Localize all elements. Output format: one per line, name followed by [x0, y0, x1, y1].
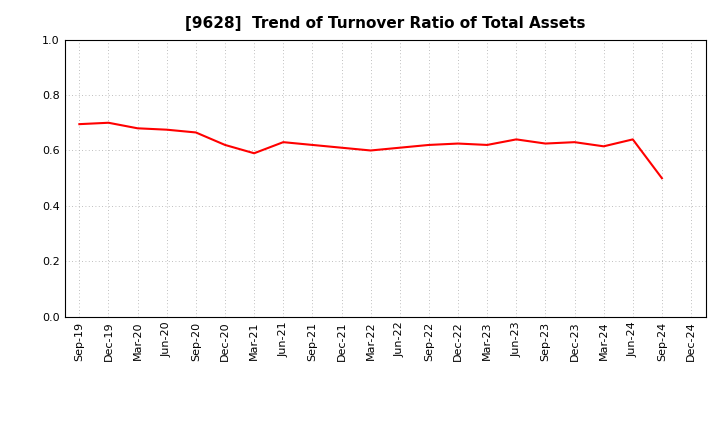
- Title: [9628]  Trend of Turnover Ratio of Total Assets: [9628] Trend of Turnover Ratio of Total …: [185, 16, 585, 32]
